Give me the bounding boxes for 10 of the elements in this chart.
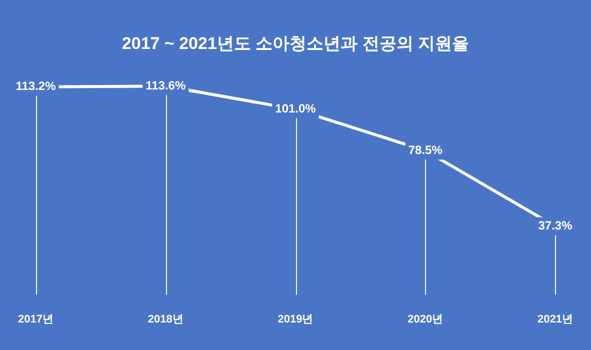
data-label: 101.0% (275, 102, 316, 116)
data-label: 113.6% (146, 78, 186, 92)
x-tick-label: 2017년 (18, 313, 54, 326)
x-tick-label: 2021년 (538, 313, 574, 326)
x-tick-label: 2019년 (278, 313, 314, 326)
data-label: 37.3% (538, 218, 573, 233)
data-label: 113.2% (16, 79, 56, 94)
chart-title: 2017 ~ 2021년도 소아청소년과 전공의 지원율 (122, 34, 470, 53)
x-tick-label: 2020년 (408, 313, 444, 326)
x-tick-label: 2018년 (148, 313, 184, 326)
